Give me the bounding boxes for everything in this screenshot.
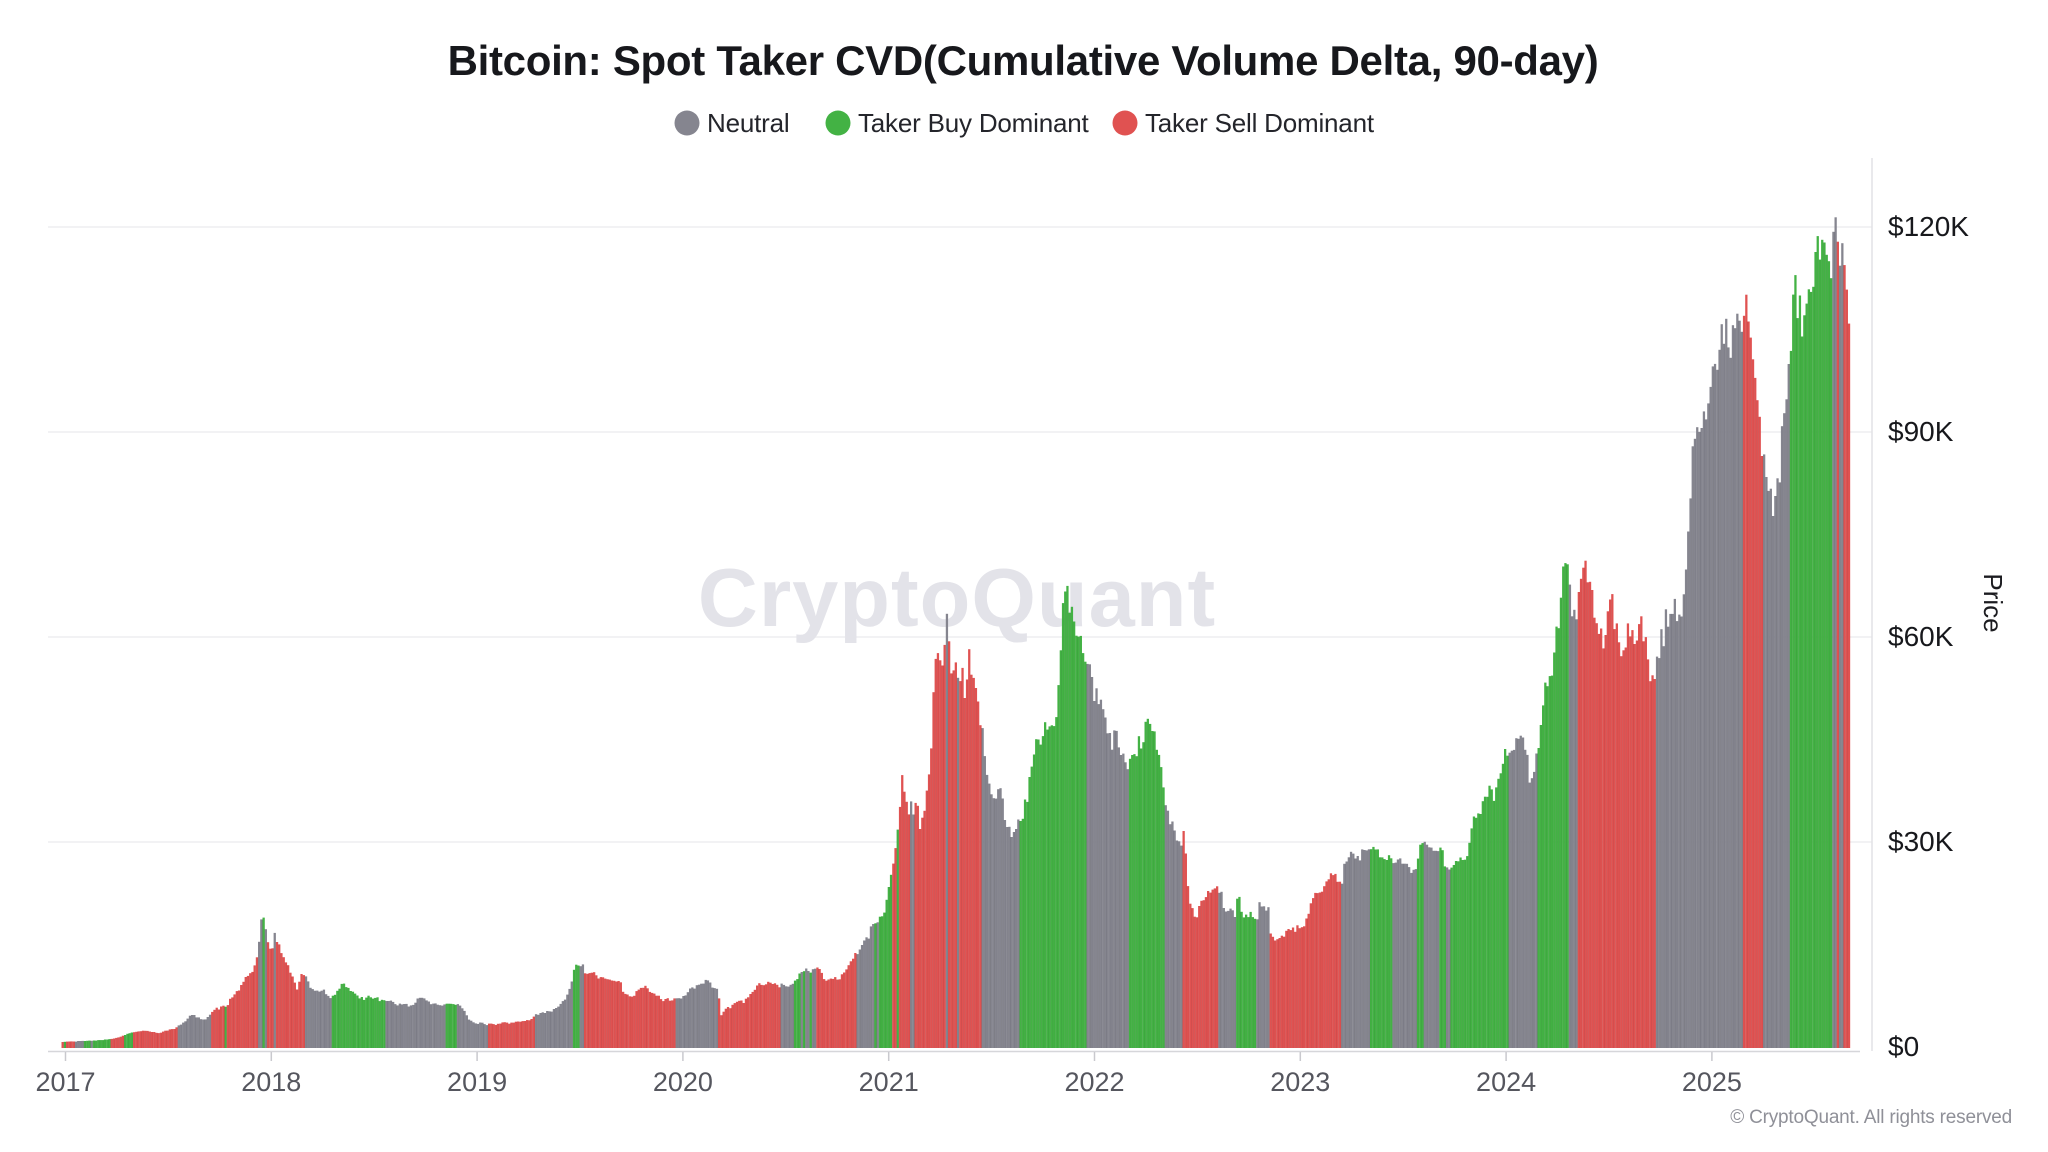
svg-text:Bitcoin: Spot Taker CVD(Cumula: Bitcoin: Spot Taker CVD(Cumulative Volum…	[448, 37, 1599, 84]
svg-text:© CryptoQuant. All rights rese: © CryptoQuant. All rights reserved	[1730, 1107, 2012, 1128]
svg-text:Neutral: Neutral	[707, 108, 789, 138]
svg-text:2017: 2017	[35, 1067, 95, 1097]
svg-text:Price: Price	[1978, 573, 2008, 632]
svg-text:$60K: $60K	[1888, 621, 1954, 652]
svg-text:Taker Sell Dominant: Taker Sell Dominant	[1145, 108, 1375, 138]
svg-text:2024: 2024	[1476, 1067, 1536, 1097]
svg-text:2019: 2019	[447, 1067, 507, 1097]
svg-text:$120K: $120K	[1888, 211, 1969, 242]
svg-text:$30K: $30K	[1888, 826, 1954, 857]
svg-text:2022: 2022	[1064, 1067, 1124, 1097]
svg-text:2020: 2020	[653, 1067, 713, 1097]
svg-text:2018: 2018	[241, 1067, 301, 1097]
svg-text:Taker Buy Dominant: Taker Buy Dominant	[858, 108, 1089, 138]
svg-text:2025: 2025	[1682, 1067, 1742, 1097]
svg-text:2021: 2021	[859, 1067, 919, 1097]
svg-text:2023: 2023	[1270, 1067, 1330, 1097]
svg-text:CryptoQuant: CryptoQuant	[698, 551, 1216, 644]
svg-text:$0: $0	[1888, 1031, 1919, 1062]
svg-text:$90K: $90K	[1888, 416, 1954, 447]
